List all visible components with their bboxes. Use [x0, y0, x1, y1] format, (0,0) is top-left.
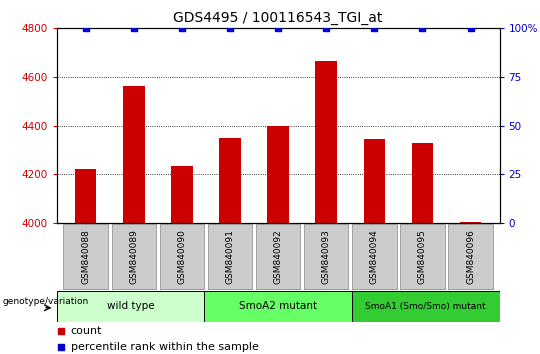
Bar	[63, 224, 107, 289]
Bar	[171, 166, 193, 223]
Bar	[411, 143, 433, 223]
Text: GSM840088: GSM840088	[81, 229, 90, 284]
Bar	[460, 222, 482, 223]
Bar	[363, 139, 385, 223]
Bar	[449, 224, 493, 289]
Text: percentile rank within the sample: percentile rank within the sample	[71, 342, 259, 352]
Bar	[267, 126, 289, 223]
Text: GSM840096: GSM840096	[466, 229, 475, 284]
Text: wild type: wild type	[107, 301, 154, 311]
Bar	[352, 224, 396, 289]
Title: GDS4495 / 100116543_TGI_at: GDS4495 / 100116543_TGI_at	[173, 11, 383, 24]
Bar	[304, 224, 348, 289]
Bar	[75, 170, 97, 223]
Bar	[57, 291, 204, 321]
Bar	[256, 224, 300, 289]
Text: GSM840095: GSM840095	[418, 229, 427, 284]
Bar	[352, 291, 500, 321]
Bar	[112, 224, 156, 289]
Bar	[315, 61, 337, 223]
Text: SmoA2 mutant: SmoA2 mutant	[239, 301, 317, 311]
Text: genotype/variation: genotype/variation	[2, 297, 89, 306]
Bar	[204, 291, 352, 321]
Text: count: count	[71, 326, 102, 336]
Text: GSM840089: GSM840089	[129, 229, 138, 284]
Text: GSM840092: GSM840092	[274, 229, 282, 284]
Text: GSM840093: GSM840093	[322, 229, 330, 284]
Bar	[123, 86, 145, 223]
Bar	[400, 224, 444, 289]
Bar	[208, 224, 252, 289]
Text: GSM840094: GSM840094	[370, 229, 379, 284]
Bar	[219, 138, 241, 223]
Text: GSM840090: GSM840090	[177, 229, 186, 284]
Bar	[160, 224, 204, 289]
Text: SmoA1 (Smo/Smo) mutant: SmoA1 (Smo/Smo) mutant	[366, 302, 486, 311]
Text: GSM840091: GSM840091	[226, 229, 234, 284]
